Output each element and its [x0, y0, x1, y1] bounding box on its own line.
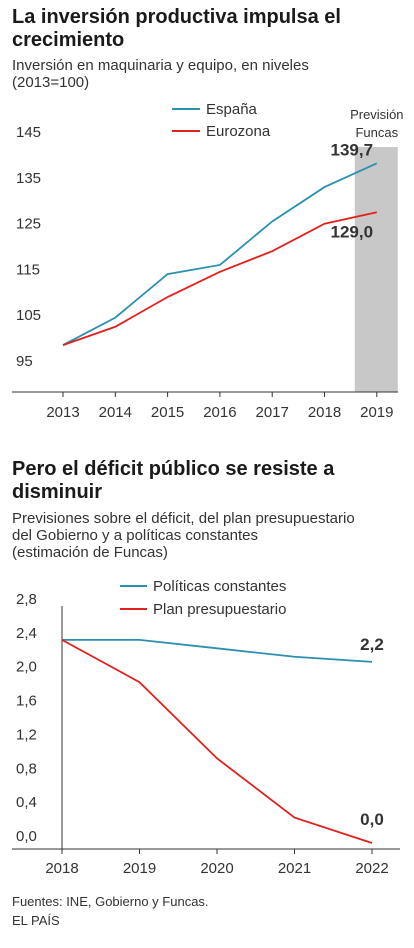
forecast-band [354, 147, 398, 392]
chart2-subtitle: Previsiones sobre el déficit, del plan p… [12, 510, 407, 561]
chart2-subtitle-line1: Previsiones sobre el déficit, del plan p… [12, 510, 355, 527]
y-tick-label: 2,4 [16, 625, 37, 642]
y-tick-label: 0,0 [16, 828, 37, 845]
x-tick-label: 2013 [46, 404, 79, 421]
legend-label: Plan presupuestario [153, 601, 286, 618]
y-tick-label: 115 [16, 261, 40, 278]
x-tick-label: 2014 [99, 404, 132, 421]
chart1-title: La inversión productiva impulsa el creci… [12, 6, 341, 51]
brand-name: EL PAÍS [12, 913, 60, 928]
x-tick-label: 2018 [308, 404, 341, 421]
y-tick-label: 0,8 [16, 760, 37, 777]
y-tick-label: 2,8 [16, 591, 37, 608]
chart2-subtitle-line2: del Gobierno y a políticas constantes [12, 527, 258, 544]
series-line [61, 639, 373, 844]
end-label-constant-policies: 2,2 [360, 635, 384, 654]
end-label-spain: 139,7 [331, 140, 374, 159]
y-tick-label: 125 [16, 216, 41, 233]
x-tick-label: 2019 [360, 404, 393, 421]
x-tick-label: 2017 [256, 404, 289, 421]
footer: Fuentes: INE, Gobierno y Funcas. EL PAÍS [12, 892, 209, 930]
x-tick-label: 2022 [355, 860, 388, 877]
forecast-label-line1: Previsión [350, 107, 403, 122]
x-tick-label: 2015 [151, 404, 184, 421]
chart2-svg: 2,8 2,4 2,0 1,6 1,2 0,8 0,4 0,0 2018 2019 2020 2021… [12, 578, 400, 877]
x-tick-label: 2021 [278, 860, 311, 877]
chart1-svg: Previsión Funcas 145 135 125 115 105 95 2013 2014… [12, 101, 404, 421]
x-tick-label: 2020 [200, 860, 233, 877]
source-note: Fuentes: INE, Gobierno y Funcas. [12, 894, 209, 909]
legend-label: España [206, 101, 258, 118]
forecast-label-line2: Funcas [355, 125, 398, 140]
legend-label: Políticas constantes [153, 578, 286, 595]
series-line [62, 211, 377, 346]
y-tick-label: 2,0 [16, 659, 37, 676]
chart1-subtitle: Inversión en maquinaria y equipo, en niv… [12, 57, 407, 91]
x-tick-label: 2019 [123, 860, 156, 877]
x-tick-label: 2018 [45, 860, 78, 877]
chart1-subtitle-line2: (2013=100) [12, 74, 90, 91]
chart2-subtitle-line3: (estimación de Funcas) [12, 544, 168, 561]
legend-label: Eurozona [206, 123, 271, 140]
y-tick-label: 145 [16, 124, 41, 141]
end-label-budget-plan: 0,0 [360, 810, 384, 829]
y-tick-label: 1,6 [16, 693, 37, 710]
series-line [62, 638, 373, 663]
chart2-title: Pero el déficit público se resiste a dis… [12, 458, 335, 503]
y-tick-label: 105 [16, 307, 41, 324]
chart1-subtitle-line1: Inversión en maquinaria y equipo, en niv… [12, 57, 309, 74]
y-tick-label: 0,4 [16, 794, 37, 811]
end-label-eurozone: 129,0 [331, 222, 374, 241]
series-line [62, 162, 378, 346]
x-tick-label: 2016 [203, 404, 236, 421]
y-tick-label: 135 [16, 170, 41, 187]
y-tick-label: 95 [16, 353, 33, 370]
y-tick-label: 1,2 [16, 726, 37, 743]
